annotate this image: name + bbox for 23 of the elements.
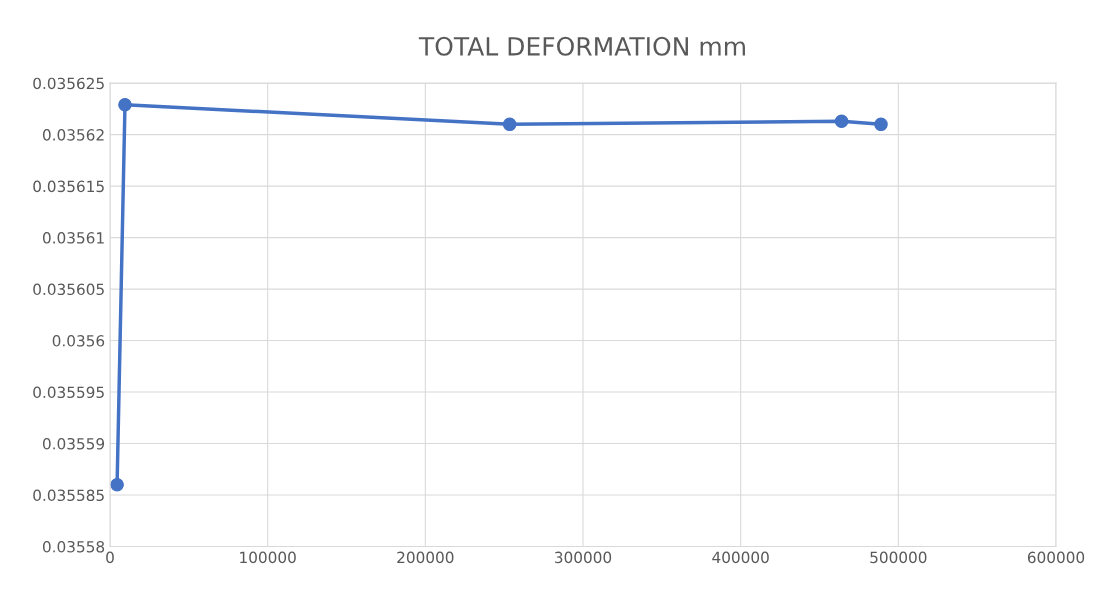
chart-title: TOTAL DEFORMATION mm bbox=[418, 36, 745, 56]
y-tick-label: 0.035605 bbox=[33, 283, 104, 296]
y-tick-label: 0.0356 bbox=[52, 335, 105, 347]
y-tick-label: 0.035615 bbox=[33, 180, 104, 193]
x-tick-label: 200000 bbox=[397, 551, 454, 564]
point bbox=[874, 117, 888, 132]
x-tick-label: 300000 bbox=[555, 551, 612, 564]
point bbox=[118, 98, 132, 112]
x-tick-label: 600000 bbox=[1027, 551, 1085, 564]
point bbox=[502, 117, 517, 132]
point bbox=[110, 477, 124, 492]
y-tick-label: 0.03562 bbox=[42, 129, 104, 141]
x-tick-label: 0 bbox=[106, 551, 114, 564]
x-tick-label: 100000 bbox=[240, 551, 296, 564]
y-tick-label: 0.03558 bbox=[42, 540, 105, 553]
y-tick-label: 0.035595 bbox=[33, 386, 104, 399]
y-tick-label: 0.03561 bbox=[42, 232, 104, 244]
point bbox=[834, 114, 849, 129]
y-tick-label: 0.03559 bbox=[42, 437, 105, 450]
y-tick-label: 0.035585 bbox=[33, 489, 104, 502]
y-tick-label: 0.035625 bbox=[33, 77, 104, 90]
x-tick-label: 400000 bbox=[712, 551, 769, 564]
x-tick-label: 500000 bbox=[870, 551, 927, 564]
